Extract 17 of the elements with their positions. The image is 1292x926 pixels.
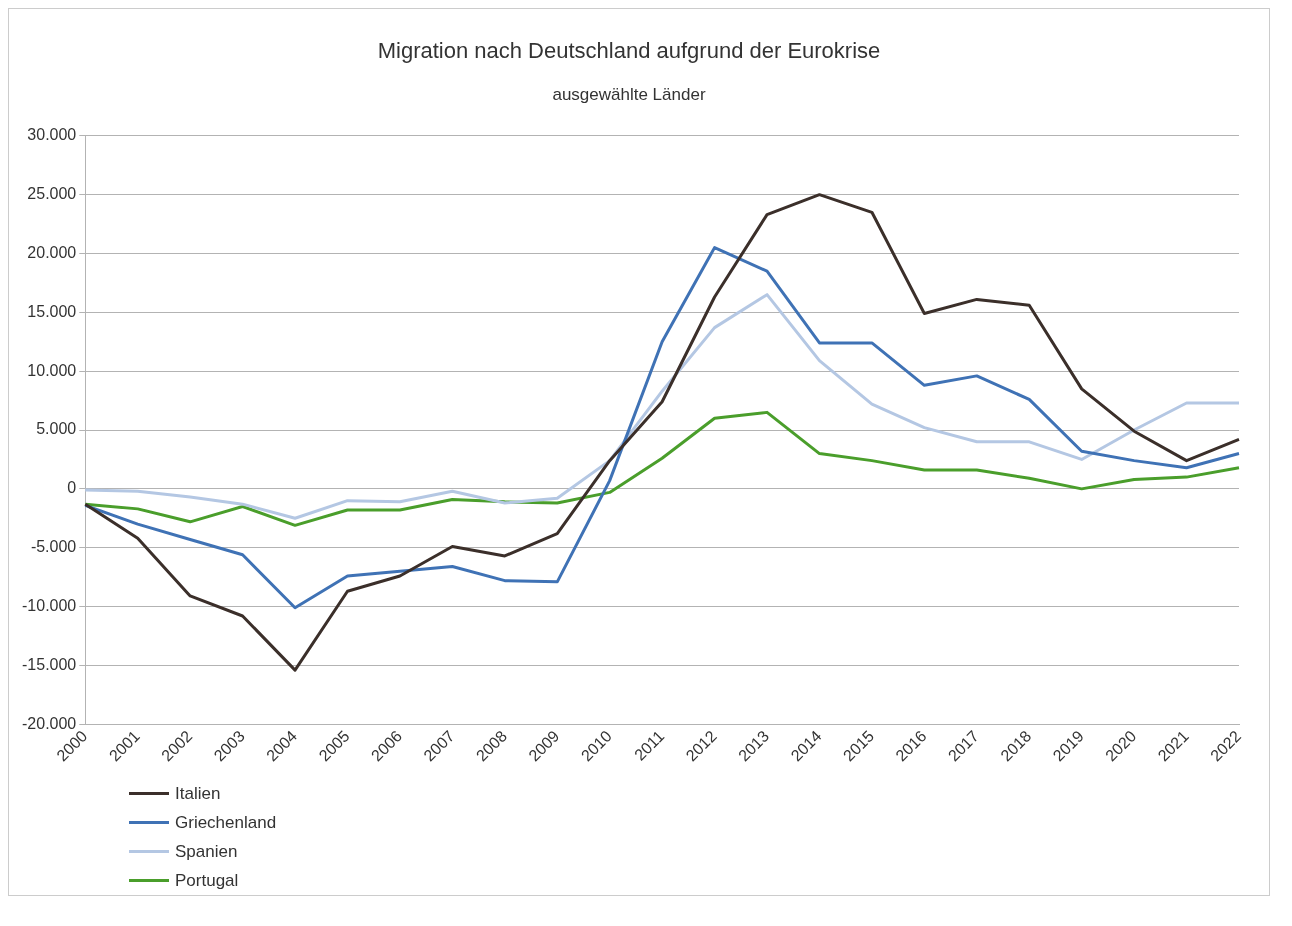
y-tick-label: 25.000: [27, 185, 77, 203]
y-tick-label: 15.000: [27, 302, 77, 320]
y-tick-label: 5.000: [36, 420, 77, 438]
chart-subtitle: ausgewählte Länder: [552, 85, 706, 105]
y-tick-label: -15.000: [22, 655, 77, 673]
y-tick-label: 0: [67, 479, 77, 497]
y-tick-label: -5.000: [30, 538, 77, 556]
y-tick-label: -20.000: [22, 714, 77, 732]
chart-title: Migration nach Deutschland aufgrund der Eurokrise: [377, 38, 881, 64]
y-tick-label: 10.000: [27, 361, 77, 379]
legend-label: Italien: [175, 783, 221, 804]
legend-label: Griechenland: [175, 812, 277, 833]
y-tick-label: 20.000: [27, 243, 77, 261]
legend-label: Spanien: [175, 841, 238, 862]
y-tick-label: -10.000: [22, 596, 77, 614]
legend-label: Portugal: [175, 870, 239, 891]
y-tick-label: 30.000: [27, 126, 77, 144]
